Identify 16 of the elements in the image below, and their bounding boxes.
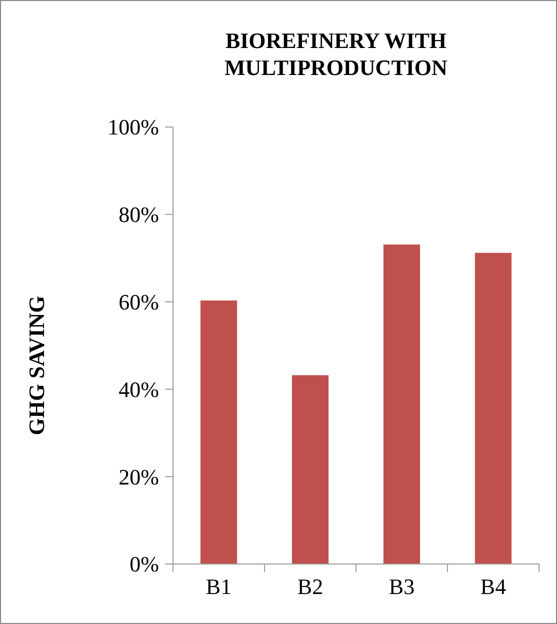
bar [200,300,238,564]
y-axis-title: GHG SAVING [24,296,49,436]
x-tick-label: B1 [206,574,232,599]
y-tick-label: 80% [118,202,159,228]
y-tick-label: 20% [118,464,159,490]
y-tick-label: 60% [118,290,159,314]
bar [474,252,512,564]
y-tick-label: 100% [108,114,159,140]
chart-title: BIOREFINERY WITH MULTIPRODUCTION [224,28,448,80]
x-tick-label: B2 [297,574,324,599]
bar [383,244,420,564]
x-tick-label: B4 [480,574,506,599]
bar [292,375,329,564]
y-tick-label: 0% [130,552,159,577]
x-tick-label: B3 [388,574,415,599]
y-tick-label: 40% [118,376,159,402]
